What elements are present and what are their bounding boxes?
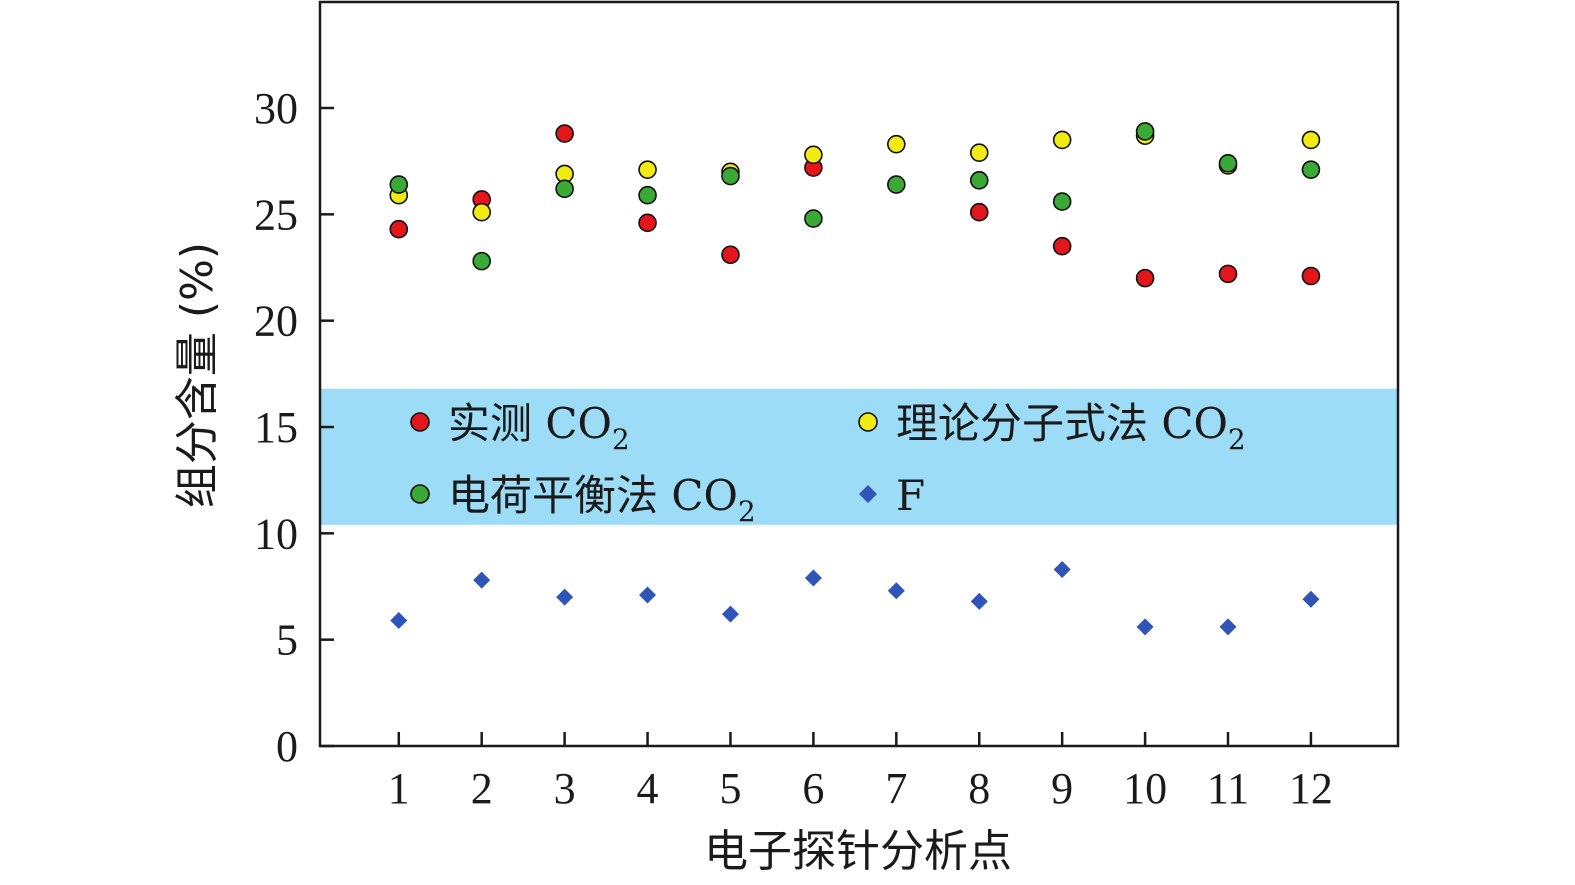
F-point (473, 571, 491, 589)
legend: 实测 CO2 理论分子式法 CO2 电荷平衡法 CO2 F (410, 399, 1246, 528)
measured-point (1301, 266, 1321, 286)
charge-point (804, 209, 823, 228)
series-layer (389, 122, 1321, 636)
x-tick-label: 3 (554, 764, 576, 813)
x-tick-label: 1 (388, 764, 410, 813)
formula-point (887, 134, 906, 154)
legend-label-measured: 实测 CO2 (448, 399, 630, 456)
legend-label-charge: 电荷平衡法 CO2 (448, 471, 756, 528)
plot-frame (318, 0, 1400, 748)
charge-point (969, 171, 989, 190)
y-tick-label: 15 (254, 403, 298, 452)
legend-subscript: 2 (1228, 423, 1246, 456)
y-tick-label: 20 (254, 297, 298, 346)
formula-point (472, 202, 492, 222)
F-point (1302, 590, 1320, 608)
legend-marker-formula (858, 412, 878, 432)
measured-point (1135, 268, 1155, 288)
charge-point (1218, 153, 1238, 173)
x-tick-label: 6 (802, 764, 824, 813)
x-tick-label: 4 (637, 764, 659, 813)
charge-point (887, 175, 906, 194)
x-tick-label: 12 (1289, 764, 1333, 813)
x-tick-label: 11 (1207, 764, 1249, 813)
F-point (887, 582, 905, 600)
legend-label-formula: 理论分子式法 CO2 (896, 399, 1246, 456)
charge-point (721, 166, 740, 186)
charge-point (389, 175, 409, 194)
measured-point (721, 245, 740, 265)
measured-point (555, 124, 574, 143)
F-point (804, 569, 822, 587)
x-tick-label: 2 (471, 764, 493, 813)
y-tick-label: 0 (276, 722, 298, 771)
charge-point (1135, 122, 1155, 141)
y-tick-label: 10 (254, 509, 298, 558)
formula-point (969, 143, 989, 162)
formula-point (1301, 130, 1321, 150)
x-tick-label: 5 (719, 764, 741, 813)
y-tick-label: 25 (254, 190, 298, 239)
measured-point (969, 202, 989, 222)
y-tick-label: 30 (254, 84, 298, 133)
measured-point (638, 213, 657, 233)
F-point (639, 586, 657, 604)
x-tick-label: 10 (1123, 764, 1167, 813)
formula-point (804, 145, 823, 165)
legend-subscript: 2 (738, 495, 756, 528)
measured-point (389, 219, 409, 239)
formula-point (638, 160, 657, 179)
x-tick-label: 8 (968, 764, 990, 813)
charge-point (1301, 160, 1321, 179)
legend-marker-measured (410, 412, 430, 432)
F-point (970, 592, 988, 610)
F-point (556, 588, 574, 606)
legend-marker-F (859, 485, 877, 503)
formula-point (1052, 130, 1072, 150)
F-point (721, 605, 739, 623)
y-tick-label: 5 (276, 616, 298, 665)
x-tick-label: 9 (1051, 764, 1073, 813)
F-point (1219, 618, 1237, 636)
legend-subscript: 2 (612, 423, 630, 456)
legend-background-band (321, 388, 1397, 525)
charge-point (638, 185, 657, 205)
charge-point (472, 251, 492, 271)
x-tick-label: 7 (885, 764, 907, 813)
F-point (390, 612, 408, 630)
F-point (1136, 618, 1154, 636)
x-axis-title: 电子探针分析点 (704, 826, 1012, 877)
measured-point (1052, 236, 1072, 256)
measured-point (1218, 264, 1238, 284)
legend-marker-charge (410, 484, 430, 504)
charge-point (555, 179, 574, 199)
y-axis-title: 组分含量 (%) (172, 242, 223, 508)
charge-point (1052, 192, 1072, 211)
F-point (1053, 560, 1071, 578)
legend-label-F: F (896, 471, 925, 520)
